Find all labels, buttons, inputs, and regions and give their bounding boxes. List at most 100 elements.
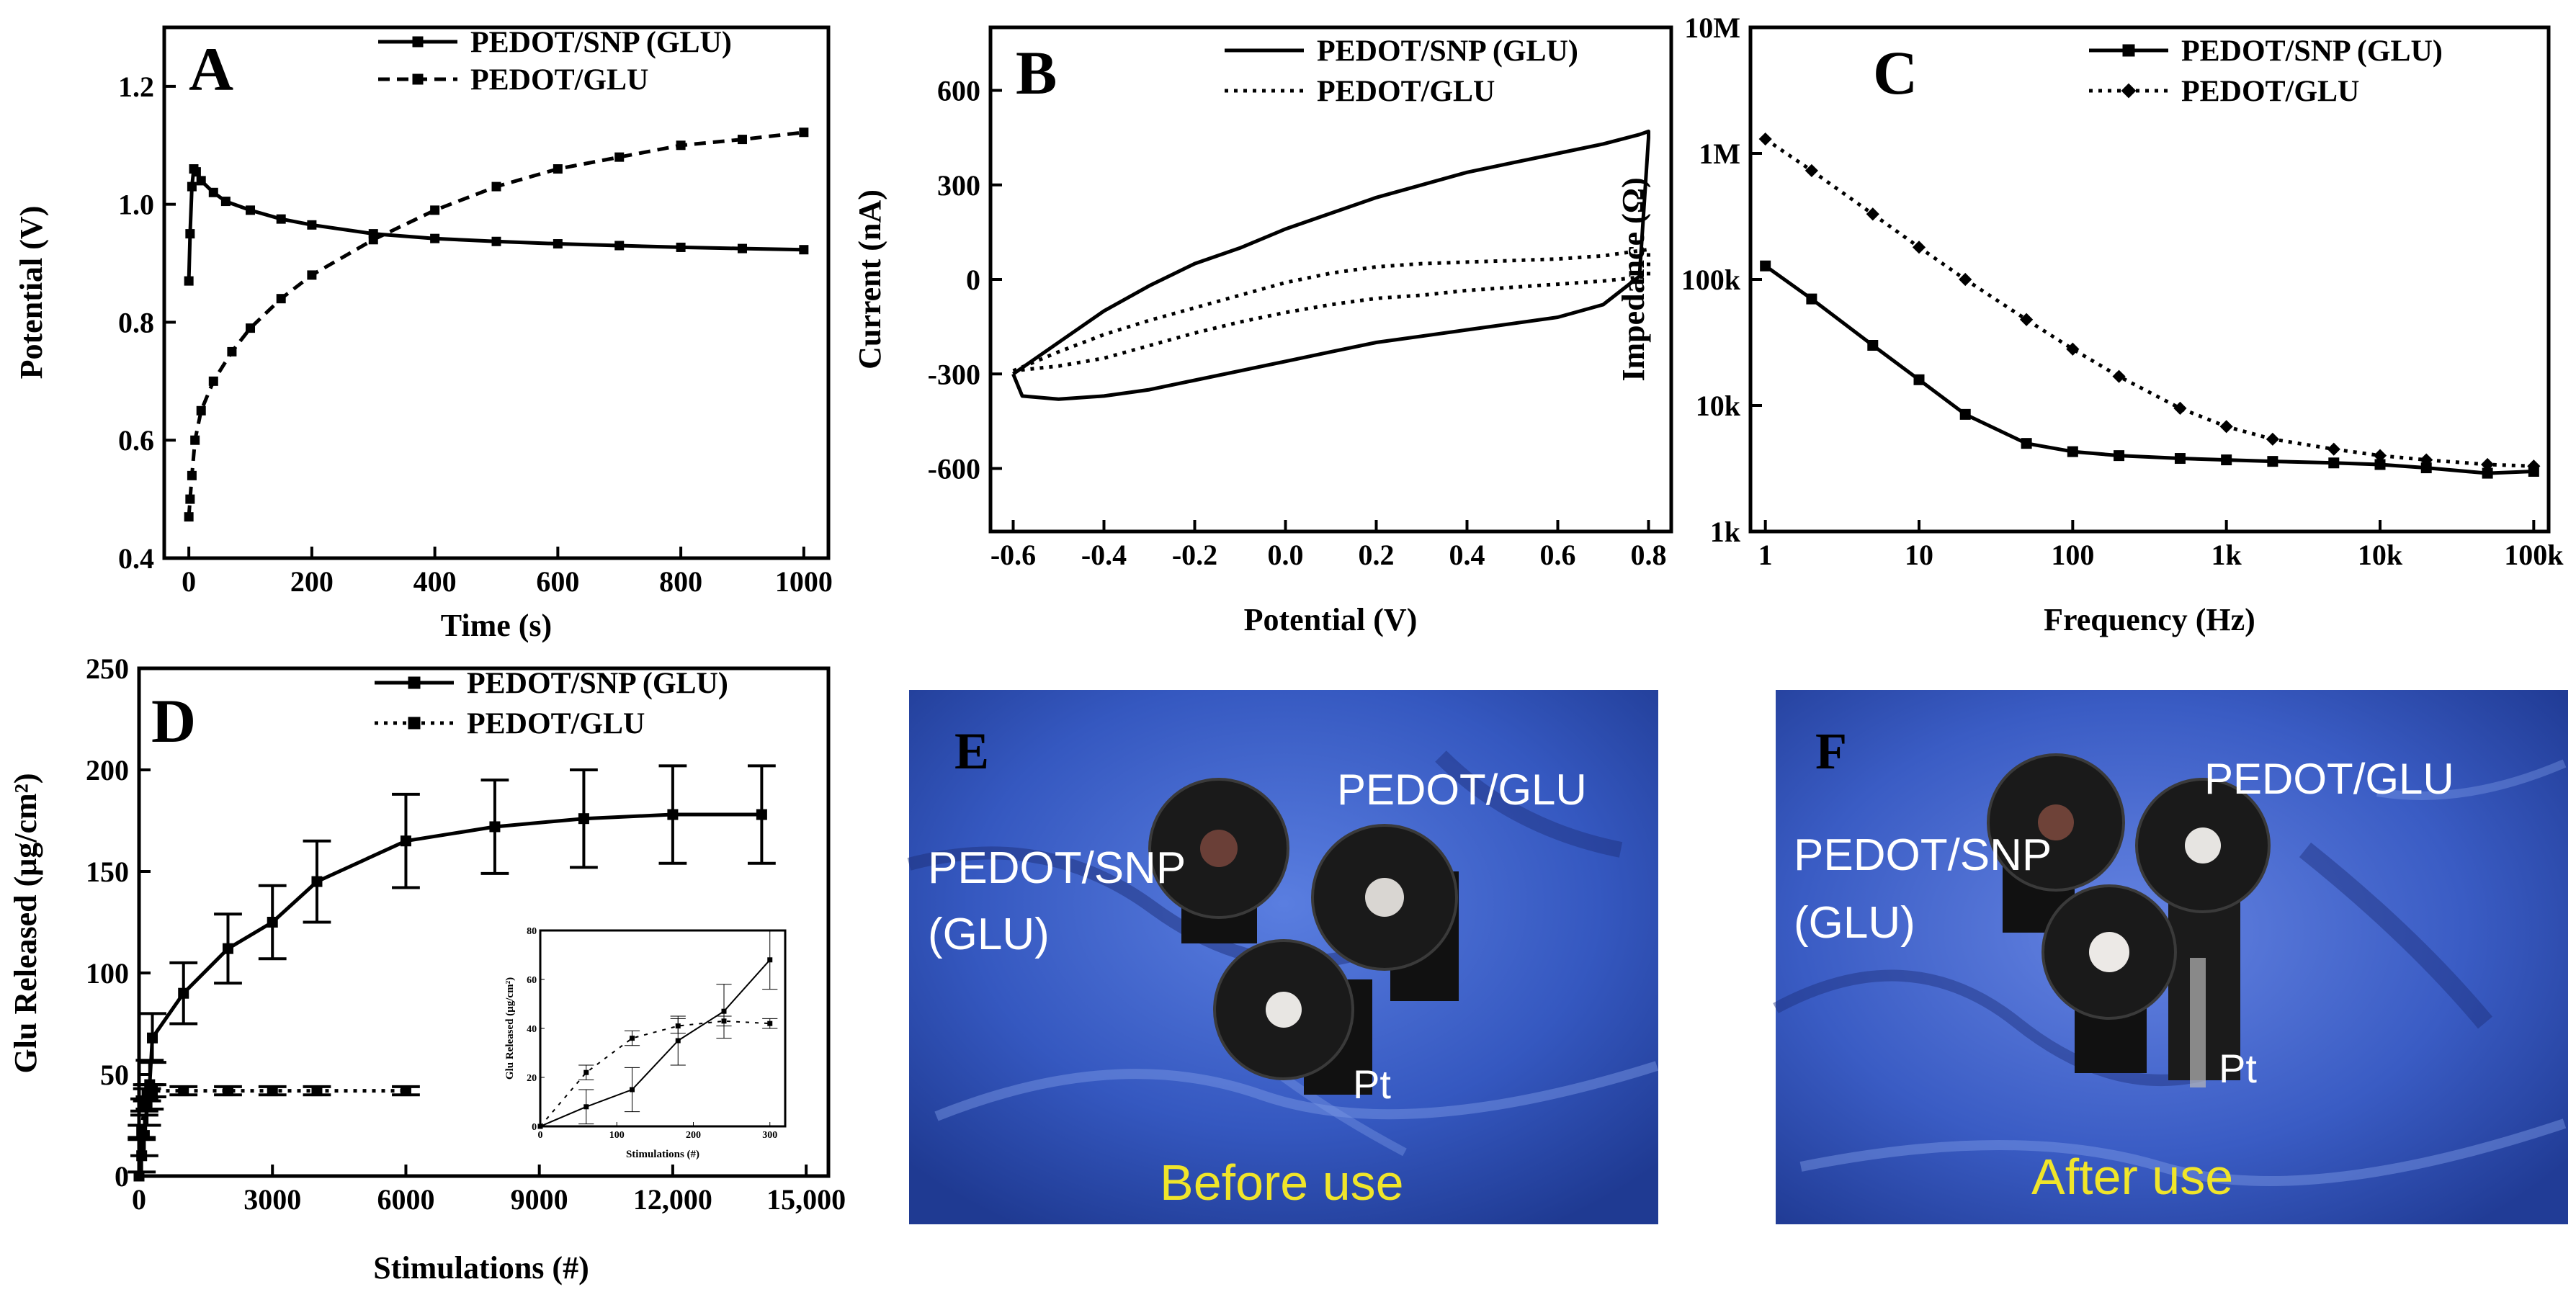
data-point: [583, 1104, 589, 1110]
x-tick-label: 0: [538, 1130, 543, 1141]
data-point: [1806, 293, 1817, 305]
series-line-2: [540, 1020, 770, 1127]
data-point: [553, 239, 563, 249]
legend-label-2: PEDOT/GLU: [467, 708, 645, 741]
data-point: [737, 243, 747, 254]
series-line-1: [1764, 264, 2534, 475]
data-point: [799, 245, 809, 255]
panel-letter: B: [1016, 38, 1057, 107]
legend: PEDOT/SNP (GLU) PEDOT/GLU: [375, 668, 728, 741]
panel-letter: E: [954, 722, 989, 780]
label-glu: (GLU): [1794, 898, 1915, 948]
data-point: [187, 470, 197, 480]
panel-b-chart: -0.6 -0.4 -0.2 0.0 0.2 0.4 0.6 0.8 -600 -300 0 300 6…: [852, 25, 1673, 637]
x-tick-label: 9000: [511, 1183, 568, 1216]
legend-marker: [412, 36, 424, 48]
data-point: [583, 1069, 589, 1075]
glove-fold: [2376, 759, 2567, 800]
y-tick-label: 200: [86, 754, 129, 786]
y-axis-label: Potential (V): [14, 206, 49, 380]
data-point: [222, 943, 233, 954]
data-point: [489, 821, 501, 833]
data-point: [196, 176, 206, 186]
x-tick-label: 1: [1758, 539, 1773, 571]
y-tick-label: 0: [966, 264, 980, 296]
y-axis-label: Current (nA): [852, 189, 887, 369]
x-tick-label: 0: [132, 1183, 146, 1216]
x-tick-label: 0.8: [1631, 539, 1667, 571]
panel-letter: C: [1873, 38, 1918, 107]
data-point: [276, 294, 286, 304]
inset-tick-labels: 0 100 200 300 0 20 40 60 80: [527, 926, 777, 1141]
y-tick-label: 50: [100, 1059, 129, 1091]
x-tick-label: 0: [182, 565, 196, 598]
data-point: [614, 152, 625, 162]
data-point: [1760, 260, 1771, 272]
x-tick-label: 1k: [2211, 539, 2242, 571]
x-tick-label: 400: [413, 565, 457, 598]
x-tick-label: -0.6: [990, 539, 1036, 571]
data-point: [2020, 313, 2034, 326]
legend: PEDOT/SNP (GLU) PEDOT/GLU: [1225, 35, 1578, 109]
data-point: [2266, 432, 2279, 446]
data-point: [185, 229, 195, 239]
glove-fold: [1799, 1118, 2567, 1186]
tick-labels: 1 10 100 1k 10k 100k 1k 10k 100k 1M 10M: [1681, 12, 2564, 571]
data-point: [178, 1085, 189, 1097]
data-point: [2114, 450, 2125, 462]
data-point: [220, 197, 231, 207]
electrode-snp: [1148, 778, 1289, 943]
y-tick-label: 1k: [1710, 516, 1741, 548]
data-point: [630, 1087, 635, 1093]
data-point: [1912, 241, 1926, 254]
x-tick-label: 300: [762, 1130, 777, 1141]
data-point: [676, 140, 686, 151]
x-tick-label: 0.4: [1449, 539, 1485, 571]
label-pedot-glu: PEDOT/GLU: [1337, 766, 1587, 814]
y-axis-label: Glu Released (μg/cm²): [8, 773, 43, 1074]
panel-a-chart: 0 200 400 600 800 1000 0.4 0.6 0.8 1.0 1.2 A Time …: [14, 25, 833, 643]
tick-marks: [1750, 26, 2536, 533]
data-point: [578, 813, 589, 825]
data-point: [267, 1085, 278, 1097]
glove-fold: [1435, 750, 1623, 858]
series-line-1: [540, 959, 771, 1127]
data-point: [190, 435, 200, 445]
data-point: [553, 164, 563, 174]
x-axis-label: Stimulations (#): [373, 1250, 589, 1286]
panel-letter: D: [151, 686, 196, 755]
panel-c-chart: 1 10 100 1k 10k 100k 1k 10k 100k 1M 10M C Frequenc…: [1616, 12, 2564, 637]
y-tick-label: 0.8: [118, 306, 154, 338]
data-point: [2481, 457, 2495, 472]
label-glu: (GLU): [928, 910, 1050, 959]
label-pedot-glu: PEDOT/GLU: [2204, 755, 2454, 803]
glove-fold: [934, 1061, 1659, 1121]
data-point: [187, 181, 197, 192]
data-point: [1959, 272, 1972, 287]
panel-f-photo: F PEDOT/SNP (GLU) PEDOT/GLU Pt After use: [1773, 690, 2568, 1224]
label-pedot-snp: PEDOT/SNP: [1794, 830, 2052, 880]
data-point: [400, 835, 411, 847]
y-tick-label: 1M: [1699, 138, 1740, 170]
data-point: [721, 1008, 727, 1014]
tick-labels: 0 200 400 600 800 1000 0.4 0.6 0.8 1.0 1.2: [118, 71, 833, 598]
data-point: [2066, 342, 2080, 356]
y-tick-label: 100: [86, 957, 129, 990]
data-point: [368, 235, 378, 245]
data-point: [133, 1170, 145, 1182]
data-point: [307, 220, 317, 230]
series-line-2: [187, 130, 805, 517]
data-point: [1758, 132, 1772, 146]
tick-marks: [164, 84, 805, 560]
data-point: [208, 187, 218, 197]
series-line-2: [137, 1089, 406, 1177]
data-point: [311, 876, 323, 887]
legend-marker: [412, 73, 424, 85]
data-point: [178, 987, 189, 999]
x-tick-label: 800: [659, 565, 702, 598]
x-tick-label: 3000: [243, 1183, 301, 1216]
panel-letter: F: [1815, 722, 1847, 780]
x-tick-label: -0.2: [1172, 539, 1217, 571]
